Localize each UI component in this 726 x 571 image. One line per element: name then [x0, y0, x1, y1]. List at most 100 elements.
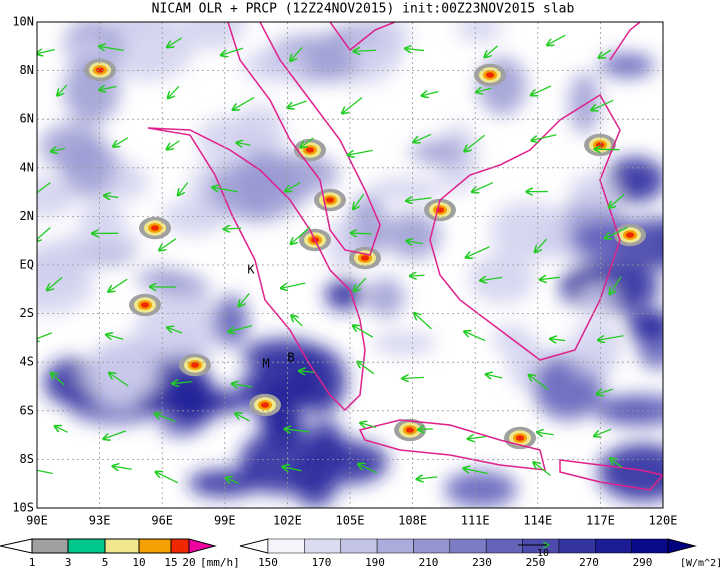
rain-cell	[261, 402, 269, 408]
wind-arrow	[57, 84, 68, 96]
wind-arrow	[531, 85, 552, 95]
wind-arrow	[406, 198, 432, 201]
olr-unit: [W/m^2]	[680, 558, 722, 569]
title: NICAM OLR + PRCP (12Z24NOV2015) init:00Z…	[152, 2, 575, 17]
olr-colorbar: 150 170 190 210 230 250 270 290	[239, 538, 697, 569]
wind-arrow	[99, 87, 117, 90]
wind-arrow	[37, 332, 53, 340]
lat-label: 6S	[20, 403, 34, 417]
cloud	[251, 152, 339, 196]
bar-segment	[413, 538, 451, 554]
olr-label: 210	[419, 556, 439, 569]
wind-arrow	[291, 226, 311, 244]
wind-arrow	[547, 34, 566, 45]
precip-colorbar: 1 3 5 10 15 20	[0, 538, 217, 569]
olr-label: 290	[633, 556, 653, 569]
wind-arrow	[239, 292, 250, 306]
cloud	[110, 163, 149, 201]
precip-label: 3	[65, 556, 72, 569]
wind-arrow	[353, 326, 374, 338]
rain-cell	[406, 427, 414, 433]
bar-segment	[267, 538, 305, 554]
bar-segment	[449, 538, 487, 554]
bar-segment	[340, 538, 378, 554]
precip-label: 15	[164, 556, 177, 569]
wind-arrow	[212, 187, 239, 193]
cloud	[371, 330, 437, 356]
lon-label: 90E	[26, 514, 48, 528]
lat-label: 4S	[20, 355, 34, 369]
wind-arrow	[595, 149, 620, 150]
wind-arrow	[354, 277, 367, 291]
bar-end	[239, 538, 269, 554]
wind-arrow	[537, 432, 554, 435]
coastlines	[147, 22, 663, 491]
site-label: K	[247, 263, 255, 277]
wind-arrow	[358, 464, 378, 474]
wind-arrow	[51, 148, 66, 151]
bar-segment	[485, 538, 523, 554]
cloud	[40, 123, 105, 171]
olr-label: 190	[365, 556, 385, 569]
wind-arrow	[301, 137, 314, 147]
lon-label: 96E	[151, 514, 173, 528]
rain-cell	[516, 435, 524, 441]
olr-field	[37, 22, 663, 508]
wind-arrow	[348, 149, 373, 155]
olr-label: 230	[472, 556, 492, 569]
wind-arrow	[410, 275, 425, 276]
cloud	[85, 339, 157, 408]
wind-arrow	[360, 423, 377, 427]
lon-label: 114E	[523, 514, 552, 528]
lat-label: 6N	[20, 112, 34, 126]
rain-cell	[326, 197, 334, 203]
cloud	[578, 284, 615, 313]
cloud	[103, 22, 177, 35]
bar-segment	[170, 538, 190, 554]
wind-arrow	[464, 332, 486, 342]
wind-arrow	[353, 193, 365, 209]
wind-arrow	[610, 458, 623, 468]
wind-arrow	[609, 193, 625, 207]
lat-label: 8N	[20, 63, 34, 77]
lat-label: 10N	[12, 15, 34, 29]
wind-arrow	[550, 339, 566, 341]
wind-arrow	[290, 46, 303, 60]
vector-ref-label: 10	[537, 548, 549, 559]
wind-arrow	[403, 377, 424, 378]
bar-end	[0, 538, 33, 554]
cloud	[456, 22, 504, 42]
cloud	[600, 53, 655, 78]
rain-cell	[191, 362, 199, 368]
bar-segment	[31, 538, 69, 554]
bar-segment	[304, 538, 341, 554]
wind-arrow	[229, 325, 253, 332]
wind-arrow	[285, 182, 301, 192]
precip-label: 1	[29, 556, 36, 569]
lat-label: 10S	[12, 501, 34, 515]
wind-arrow	[224, 228, 242, 229]
rain-cell	[361, 255, 369, 261]
olr-label: 150	[258, 556, 278, 569]
cloud	[384, 212, 442, 260]
cloud	[365, 277, 405, 318]
wind-arrow	[358, 362, 375, 375]
wind-arrow	[417, 477, 438, 479]
bar-segment	[138, 538, 172, 554]
wind-arrow	[104, 430, 126, 439]
lat-label: EQ	[20, 258, 34, 272]
cloud	[369, 177, 444, 202]
cloud	[594, 394, 663, 426]
rain-cell	[626, 232, 634, 238]
wind-arrow	[288, 100, 307, 108]
cloud	[569, 173, 617, 206]
site-label: M	[262, 357, 269, 371]
wind-arrow	[599, 49, 612, 58]
rain-cell	[486, 72, 494, 78]
lon-label: 102E	[273, 514, 302, 528]
wind-arrow	[418, 429, 433, 430]
wind-arrow	[106, 335, 124, 340]
cloud	[604, 157, 663, 203]
wind-arrow	[534, 463, 551, 477]
cloud	[79, 199, 126, 239]
